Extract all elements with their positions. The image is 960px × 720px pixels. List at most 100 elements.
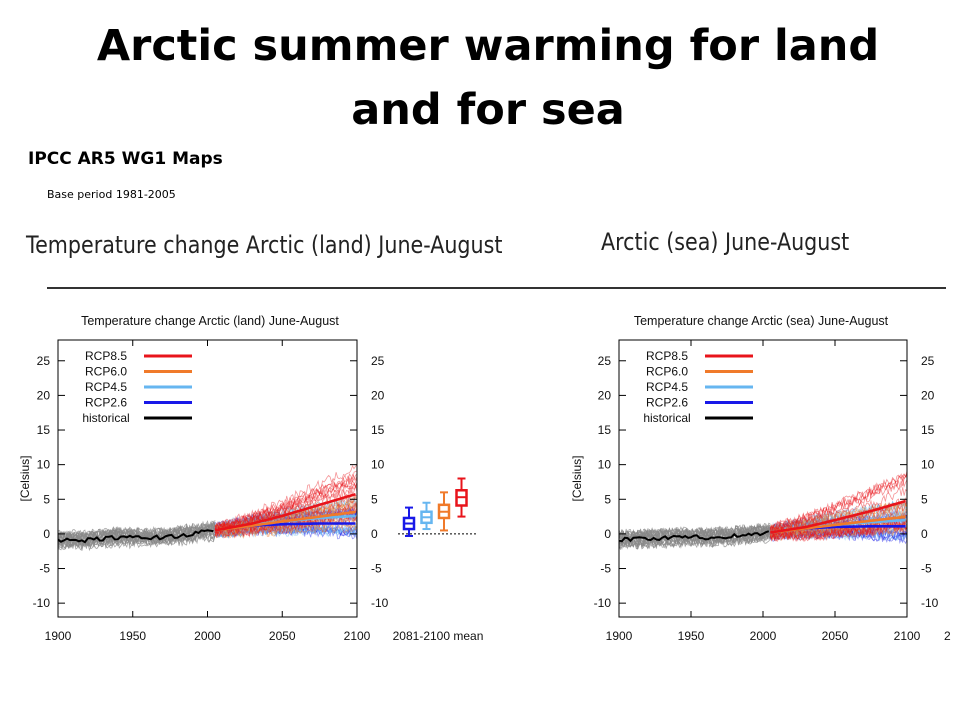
legend-label: RCP4.5: [646, 380, 688, 394]
y-tick-label: 5: [371, 492, 378, 506]
ensemble-line: [769, 522, 907, 540]
y-tick-label: 20: [921, 388, 935, 402]
ensemble-line: [214, 476, 357, 534]
ensemble-line: [214, 496, 357, 529]
series-mean-rcp85: [214, 492, 356, 532]
ensemble-line: [770, 472, 907, 533]
ensemble-line: [769, 522, 907, 543]
ensemble-line: [769, 510, 907, 535]
box-plot-label: 2081-2100 mean: [393, 629, 484, 643]
y-tick-label: 5: [921, 492, 928, 506]
ensemble-line: [214, 521, 357, 537]
ensemble-line: [58, 527, 216, 548]
ensemble-line: [769, 528, 907, 542]
slide-title-line2: and for sea: [351, 85, 625, 135]
y-tick-label: 5: [43, 492, 50, 506]
y-tick-label: -10: [921, 596, 939, 610]
ensemble-line: [214, 526, 357, 538]
ensemble-line: [769, 529, 907, 542]
base-period-label: Base period 1981-2005: [47, 188, 176, 201]
ensemble-line: [214, 484, 357, 533]
y-tick-label: 20: [598, 388, 612, 402]
ensemble-line: [619, 531, 771, 549]
y-tick-label: 20: [37, 388, 51, 402]
ensemble-line: [619, 522, 771, 538]
ensemble-line: [214, 509, 357, 536]
ensemble-line: [769, 500, 907, 534]
x-tick-label: 1900: [45, 629, 72, 643]
legend-label: RCP4.5: [85, 380, 127, 394]
ensemble-line: [214, 518, 357, 538]
x-tick-label: 1950: [119, 629, 146, 643]
legend-label: RCP2.6: [85, 396, 127, 410]
ensemble-line: [214, 499, 357, 530]
legend-label: RCP6.0: [646, 365, 688, 379]
box-plot-group: 2081-2100 mean: [393, 477, 484, 643]
y-tick-label: 15: [921, 423, 935, 437]
chart-title: Temperature change Arctic (sea) June-Aug…: [634, 314, 889, 328]
x-tick-label: 2050: [269, 629, 296, 643]
legend-label: RCP2.6: [646, 396, 688, 410]
legend-label: RCP8.5: [85, 349, 127, 363]
x-tick-label: 2000: [750, 629, 777, 643]
x-tick-label: 2100: [894, 629, 921, 643]
banner-right: Arctic (sea) June-August: [601, 228, 850, 256]
ensemble-line: [769, 472, 907, 534]
ensemble-line: [769, 503, 907, 533]
ensemble-line: [770, 470, 907, 530]
ensemble-line: [769, 498, 907, 533]
x-tick-label: 1900: [606, 629, 633, 643]
ensemble-line: [769, 500, 907, 533]
legend-label: historical: [643, 411, 690, 425]
ensemble-line: [214, 500, 357, 531]
series-mean-rcp85: [770, 499, 906, 534]
ensemble-line: [769, 478, 907, 534]
y-tick-label: 20: [371, 388, 385, 402]
ensemble-line: [770, 528, 907, 545]
y-tick-label: 0: [921, 527, 928, 541]
ensemble-line: [769, 525, 907, 538]
divider-rule: [47, 287, 946, 289]
series-mean-historical: [619, 530, 770, 543]
y-tick-label: 0: [604, 527, 611, 541]
y-tick-label: 15: [371, 423, 385, 437]
y-tick-label: -5: [39, 562, 50, 576]
series-mean-historical: [58, 529, 214, 544]
ensemble-line: [769, 519, 907, 541]
chart-land: Temperature change Arctic (land) June-Au…: [18, 314, 483, 643]
x-tick-label: 1950: [678, 629, 705, 643]
ensemble-line: [214, 473, 357, 530]
ensemble-line: [214, 525, 357, 540]
y-tick-label: 25: [598, 354, 612, 368]
ensemble-line: [215, 481, 357, 533]
slide-title: Arctic summer warming for land and for s…: [0, 14, 960, 142]
y-tick-label: -10: [33, 596, 51, 610]
y-tick-label: -5: [600, 562, 611, 576]
ensemble-line: [214, 525, 357, 540]
y-tick-label: -10: [371, 596, 389, 610]
y-tick-label: 0: [43, 527, 50, 541]
y-tick-label: 25: [371, 354, 385, 368]
legend-label: historical: [82, 411, 129, 425]
ensemble-line: [214, 510, 357, 532]
y-axis-label: [Celsius]: [570, 455, 584, 501]
ensemble-line: [214, 497, 357, 531]
y-axis-label: [Celsius]: [18, 455, 32, 501]
ensemble-line: [214, 474, 357, 533]
chart-title: Temperature change Arctic (land) June-Au…: [81, 314, 339, 328]
ensemble-line: [769, 527, 907, 541]
ensemble-line: [214, 524, 357, 539]
y-tick-label: 15: [598, 423, 612, 437]
ensemble-line: [214, 522, 357, 537]
x-tick-label: 2050: [822, 629, 849, 643]
ensemble-line: [769, 529, 907, 544]
ensemble-line: [214, 480, 357, 532]
plot-area: [58, 464, 357, 552]
y-tick-label: 10: [371, 458, 385, 472]
ensemble-line: [214, 517, 357, 538]
legend-label: RCP6.0: [85, 365, 127, 379]
ensemble-line: [58, 523, 216, 543]
ensemble-line: [214, 524, 357, 538]
chart-sea: Temperature change Arctic (sea) June-Aug…: [570, 314, 951, 643]
